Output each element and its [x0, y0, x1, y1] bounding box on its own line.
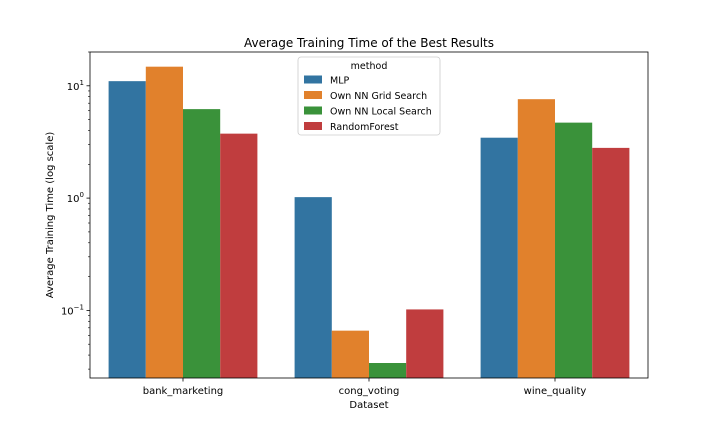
y-axis-label: Average Training Time (log scale): [45, 132, 56, 299]
legend: method MLP Own NN Grid Search Own NN Local…: [297, 56, 441, 136]
y-tick-label: 100: [67, 191, 84, 205]
bar-wine_quality-own-nn-local-search: [555, 122, 593, 378]
y-tick-label: 101: [67, 79, 84, 93]
legend-label: MLP: [330, 76, 349, 87]
bar-cong_voting-randomforest: [406, 309, 444, 378]
bar-bank_marketing-randomforest: [220, 133, 258, 378]
x-tick-label: wine_quality: [524, 386, 587, 397]
bar-bank_marketing-own-nn-grid-search: [145, 66, 183, 379]
x-axis-label: Dataset: [349, 400, 388, 411]
legend-box: [297, 56, 441, 136]
legend-label: RandomForest: [330, 122, 399, 133]
legend-items: MLP Own NN Grid Search Own NN Local Search…: [304, 75, 432, 133]
bars-group: [108, 66, 630, 379]
bar-cong_voting-own-nn-local-search: [369, 363, 407, 378]
legend-swatch: [304, 75, 322, 84]
y-axis: 10−1 100 101: [61, 51, 90, 370]
legend-swatch: [304, 91, 322, 99]
x-tick-label: cong_voting: [339, 386, 400, 397]
legend-swatch: [304, 106, 322, 115]
bar-cong_voting-mlp: [294, 197, 332, 378]
chart-title: Average Training Time of the Best Result…: [244, 36, 494, 50]
bar-bank_marketing-own-nn-local-search: [183, 109, 221, 379]
y-tick-label: 10−1: [61, 303, 84, 317]
bar-wine_quality-mlp: [480, 137, 518, 378]
legend-title: method: [351, 61, 388, 72]
bar-wine_quality-own-nn-grid-search: [517, 99, 555, 378]
bar-cong_voting-own-nn-grid-search: [331, 330, 369, 378]
bar-bank_marketing-mlp: [108, 81, 146, 378]
legend-label: Own NN Grid Search: [330, 91, 427, 102]
legend-swatch: [304, 122, 322, 130]
bar-wine_quality-randomforest: [592, 147, 630, 378]
legend-label: Own NN Local Search: [330, 107, 432, 118]
x-tick-label: bank_marketing: [143, 386, 224, 397]
x-axis: bank_marketing cong_voting wine_quality: [143, 378, 587, 397]
